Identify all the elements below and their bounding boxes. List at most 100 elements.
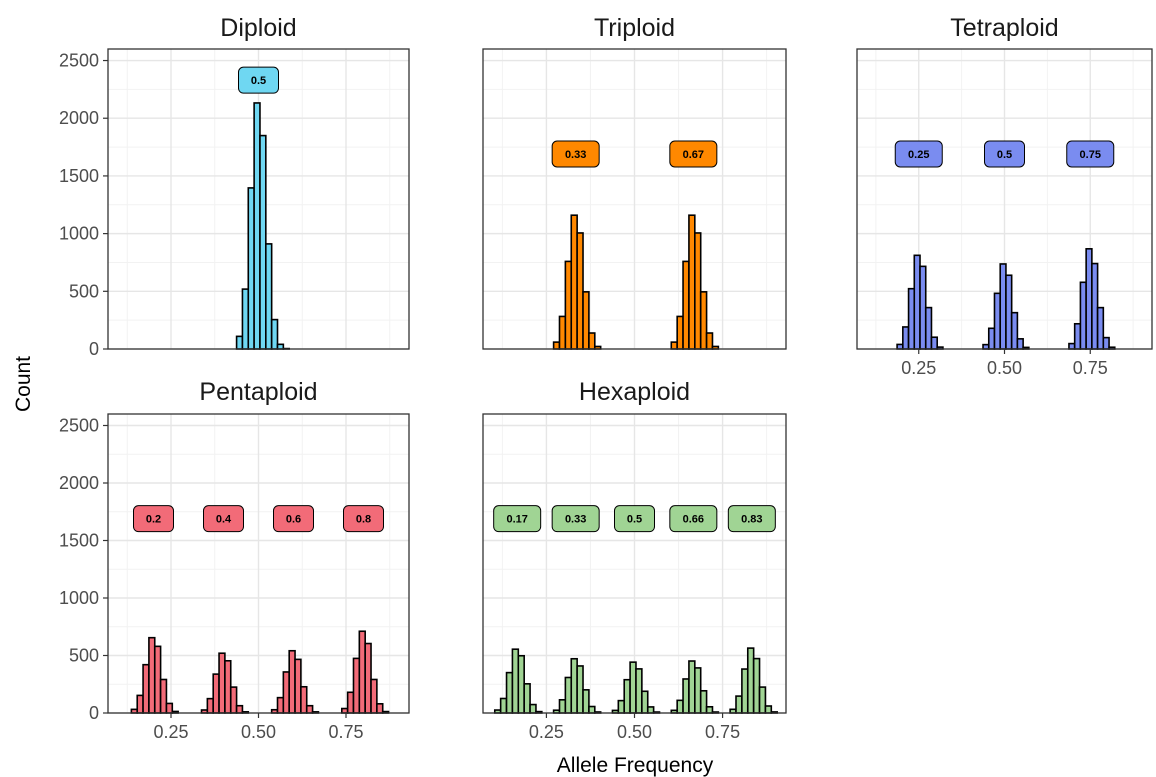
- panel-border: [107, 48, 410, 350]
- histogram-bar: [930, 336, 938, 350]
- histogram-bar: [270, 318, 279, 350]
- peak-label-box: [203, 505, 244, 533]
- peak-label: 0.66: [683, 514, 704, 526]
- histogram-bar: [259, 134, 267, 350]
- histogram-bar: [982, 343, 990, 350]
- histogram-bar: [570, 657, 578, 714]
- y-tick-label: 1000: [59, 224, 99, 244]
- peak-label: 0.5: [997, 149, 1012, 161]
- histogram-bar: [705, 332, 714, 350]
- histogram-bar: [229, 686, 238, 714]
- histogram-bar: [358, 630, 366, 714]
- histogram-bars: [235, 102, 291, 350]
- histogram-bar: [218, 652, 226, 714]
- peak-label: 0.5: [627, 514, 642, 526]
- histogram-bar: [523, 683, 531, 714]
- histogram-bar: [1016, 338, 1024, 350]
- histogram-bar: [265, 243, 273, 350]
- y-tick-label: 1500: [59, 166, 99, 186]
- histogram-bar: [235, 704, 244, 714]
- y-tick-label: 500: [69, 646, 99, 666]
- histogram-bar: [694, 232, 702, 350]
- peak-label: 0.33: [565, 149, 586, 161]
- histogram-bar: [294, 658, 302, 714]
- facet-panels: Diploid0.505001000150020002500Triploid0.…: [59, 14, 1153, 742]
- y-tick-label: 0: [89, 339, 99, 359]
- peak-label-box: [894, 140, 943, 168]
- histogram-bar: [305, 704, 314, 714]
- histogram-bars: [493, 647, 778, 714]
- x-tick-label: 0.25: [529, 722, 564, 742]
- histogram-bar: [629, 661, 637, 714]
- histogram-bar: [617, 699, 626, 714]
- y-tick-label: 500: [69, 281, 99, 301]
- histogram-bar: [1010, 311, 1019, 350]
- y-tick-label: 2500: [59, 51, 99, 71]
- histogram-bar: [582, 291, 590, 350]
- panel-diploid: Diploid 0.5 0 500 1000 1500 2000 2500: [59, 14, 410, 359]
- histogram-bar: [165, 702, 174, 714]
- histogram-bar: [913, 254, 921, 350]
- histogram-bar: [752, 657, 761, 714]
- histogram-bar: [746, 647, 755, 714]
- peak-label-box: [238, 66, 279, 94]
- histogram-bar: [999, 263, 1007, 350]
- histogram-bar: [682, 678, 690, 714]
- panel-triploid: Triploid 0.33 0.67: [482, 14, 787, 350]
- y-tick-label: 2000: [59, 473, 99, 493]
- histogram-bar: [224, 659, 232, 714]
- histogram-bar: [499, 697, 508, 714]
- histogram-bar: [764, 705, 773, 714]
- histogram-bar: [558, 698, 567, 714]
- histogram-bar: [582, 689, 590, 714]
- peak-label: 0.67: [683, 149, 704, 161]
- peak-label-box: [669, 140, 718, 168]
- peak-label-box: [493, 505, 542, 533]
- y-tick-label: 2500: [59, 416, 99, 436]
- histogram-bar: [1091, 262, 1099, 350]
- y-tick-label: 1500: [59, 531, 99, 551]
- histogram-bar: [241, 288, 250, 350]
- peak-label: 0.75: [1080, 149, 1101, 161]
- histogram-bar: [352, 657, 361, 714]
- histogram-bar: [564, 260, 573, 350]
- y-tick-label: 1000: [59, 588, 99, 608]
- histogram-bar: [136, 694, 144, 714]
- histogram-bar: [907, 287, 916, 350]
- histogram-bar: [623, 678, 631, 714]
- histogram-bar: [576, 665, 584, 714]
- histogram-bar: [235, 335, 244, 350]
- peak-label: 0.8: [356, 514, 371, 526]
- peak-label: 0.5: [251, 75, 266, 87]
- panel-border: [482, 48, 787, 350]
- peak-label: 0.33: [565, 514, 586, 526]
- x-tick-label: 0.75: [705, 722, 740, 742]
- histogram-bar: [142, 663, 150, 714]
- panel-title: Diploid: [220, 14, 296, 42]
- histogram-bar: [276, 343, 285, 350]
- histogram-bar: [670, 341, 678, 350]
- y-axis-title: Count: [12, 356, 35, 412]
- histogram-bar: [635, 668, 643, 714]
- x-tick-label: 0.50: [617, 722, 652, 742]
- x-tick-label: 0.75: [328, 722, 363, 742]
- histogram-bar: [758, 686, 767, 714]
- x-tick-label: 0.25: [153, 722, 188, 742]
- peak-label: 0.17: [506, 514, 527, 526]
- histogram-bar: [247, 187, 255, 350]
- histogram-bar: [148, 636, 156, 714]
- peak-label: 0.25: [908, 149, 929, 161]
- histogram-bar: [641, 690, 649, 714]
- histogram-bar: [741, 668, 749, 714]
- histogram-bar: [570, 214, 578, 350]
- histogram-bar: [511, 648, 520, 714]
- panel-hexaploid: Hexaploid 0.17 0.33 0.5 0.66 0.83 0.25 0.50 0.75: [482, 378, 787, 742]
- peak-label: 0.6: [286, 514, 301, 526]
- panel-title: Triploid: [594, 14, 675, 42]
- histogram-bar: [699, 689, 708, 714]
- peak-label: 0.83: [741, 514, 762, 526]
- y-tick-label: 0: [89, 703, 99, 723]
- histogram-bar: [676, 699, 684, 714]
- peak-label-box: [669, 505, 718, 533]
